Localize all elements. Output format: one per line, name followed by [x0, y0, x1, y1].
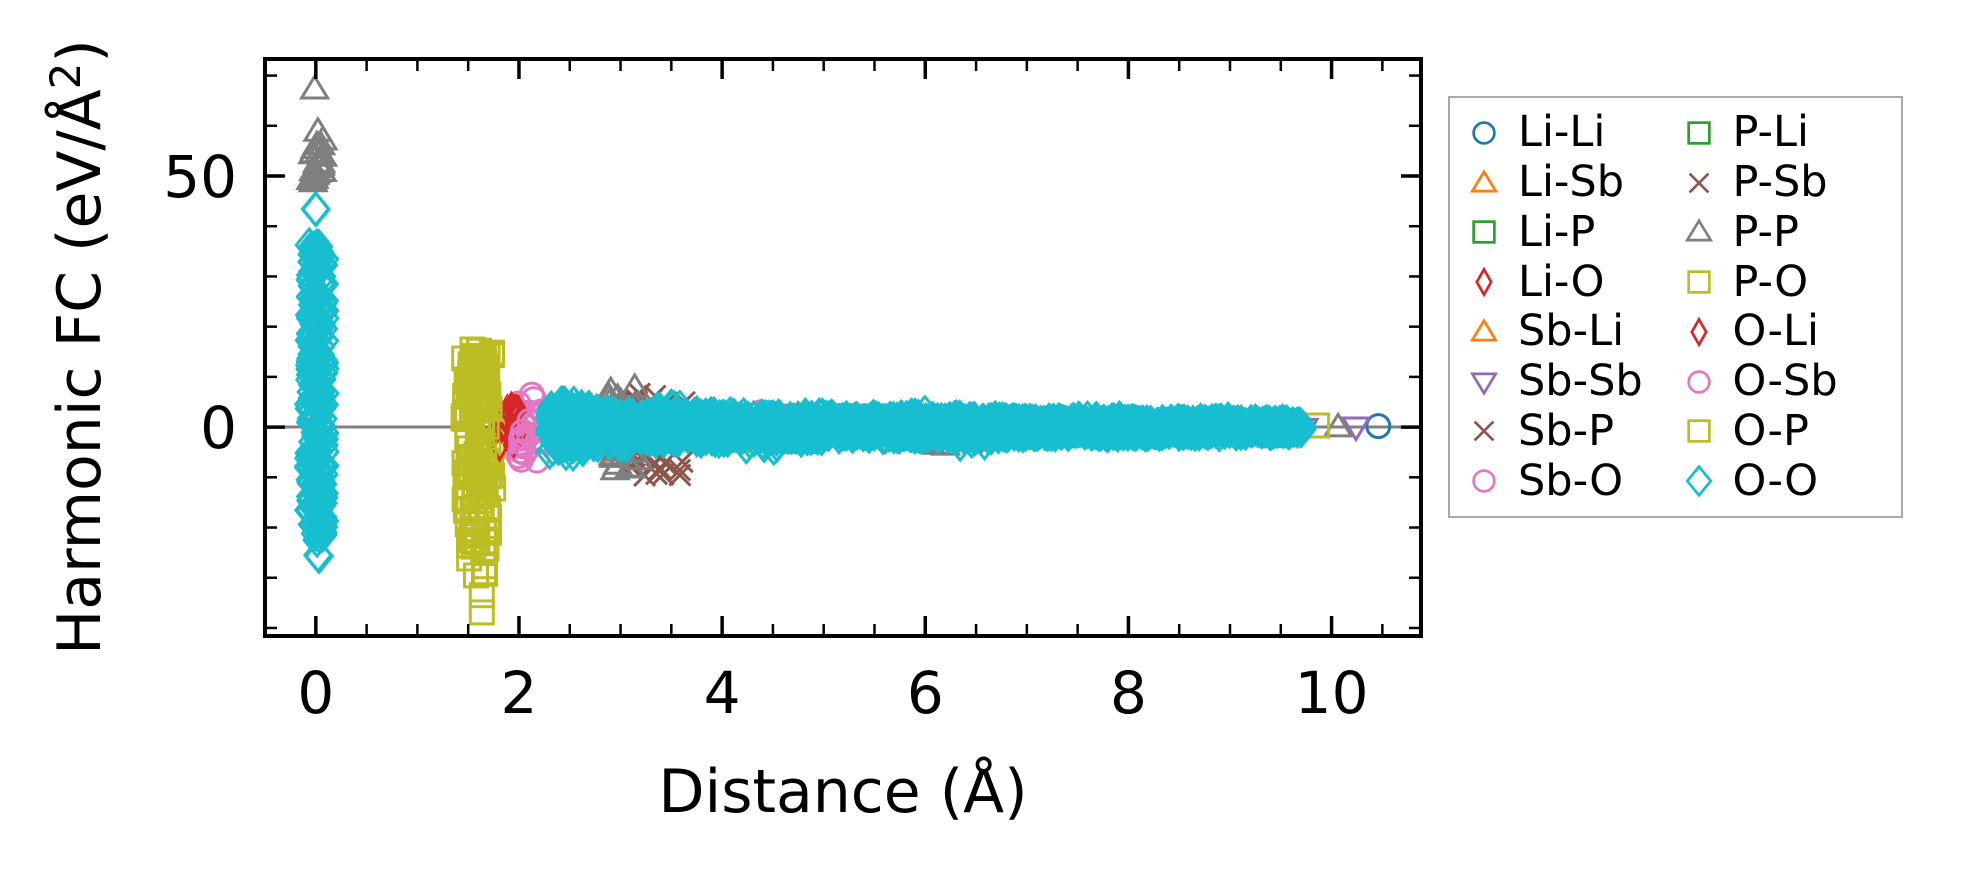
legend-item-P-Li: P-Li [1681, 108, 1896, 158]
legend-item-P-Sb: P-Sb [1681, 158, 1896, 208]
legend-item-Li-Li: Li-Li [1466, 108, 1681, 158]
x-tick-labels: 0 2 4 6 8 10 [297, 659, 1368, 727]
square-marker-icon [1686, 419, 1711, 444]
diamond-marker-icon [1685, 465, 1712, 497]
legend-item-Li-P: Li-P [1466, 208, 1681, 258]
legend-label: P-O [1733, 260, 1809, 304]
circle-marker-icon [1686, 369, 1711, 394]
legend-label: Sb-Li [1518, 310, 1624, 353]
x-tick-label: 0 [297, 659, 334, 727]
legend-item-Sb-P: Sb-P [1466, 407, 1681, 457]
legend-label: P-Sb [1733, 161, 1828, 204]
legend-label: O-O [1733, 459, 1819, 503]
series-O-O [294, 191, 1318, 574]
legend-label: P-Li [1733, 111, 1809, 154]
x-marker-icon [1687, 171, 1710, 194]
y-tick-labels: 0 50 [163, 143, 237, 462]
legend-item-P-O: P-O [1681, 257, 1896, 307]
circle-marker-icon [1472, 121, 1496, 145]
legend-item-P-P: P-P [1681, 208, 1896, 258]
legend-item-Sb-O: Sb-O [1466, 456, 1681, 506]
x-tick-label: 8 [1110, 659, 1147, 727]
legend-item-O-Sb: O-Sb [1681, 357, 1896, 407]
x-tick-label: 4 [704, 659, 741, 727]
triangle-up-marker-icon [1470, 319, 1498, 342]
legend-label: O-P [1733, 409, 1810, 453]
y-axis-label: Harmonic FC (eV/Å2) [41, 39, 115, 655]
legend-item-Li-Sb: Li-Sb [1466, 158, 1681, 208]
legend-label: Sb-Sb [1518, 360, 1643, 403]
legend-item-O-O: O-O [1681, 456, 1896, 506]
x-tick-label: 2 [501, 659, 538, 727]
circle-marker-icon [1472, 469, 1496, 493]
legend-label: P-P [1733, 210, 1799, 254]
square-marker-icon [1686, 270, 1711, 294]
legend-item-Sb-Sb: Sb-Sb [1466, 357, 1681, 407]
y-tick-label: 0 [200, 394, 237, 462]
triangle-up-marker-icon [1470, 170, 1498, 193]
legend-item-O-Li: O-Li [1681, 307, 1896, 357]
axis-ticks [263, 59, 1421, 636]
x-axis-label: Distance (Å) [658, 756, 1027, 827]
legend-label: O-Sb [1733, 360, 1838, 403]
data-points-layer [294, 75, 1392, 626]
legend-item-O-P: O-P [1681, 407, 1896, 457]
square-marker-icon [1686, 121, 1711, 145]
plot-frame [263, 57, 1423, 638]
legend-item-Li-O: Li-O [1466, 257, 1681, 307]
legend-label: Sb-P [1518, 409, 1614, 453]
thin-diamond-marker-icon [1689, 317, 1708, 346]
legend-label: Li-P [1518, 210, 1595, 254]
triangle-down-marker-icon [1470, 372, 1498, 395]
triangle-up-marker-icon [1685, 219, 1712, 242]
y-tick-label: 50 [163, 143, 237, 211]
legend-label: Li-Sb [1518, 161, 1624, 204]
x-tick-label: 6 [907, 659, 944, 727]
legend-label: Sb-O [1518, 459, 1623, 503]
x-marker-icon [1473, 420, 1495, 443]
legend-item-Sb-Li: Sb-Li [1466, 307, 1681, 357]
series-P-O [450, 336, 1331, 626]
thin-diamond-marker-icon [1475, 268, 1493, 297]
legend-label: Li-Li [1518, 111, 1605, 154]
square-marker-icon [1472, 220, 1496, 245]
legend-label: Li-O [1518, 260, 1604, 304]
x-tick-label: 10 [1295, 659, 1369, 727]
legend-box: Li-Li Li-Sb Li-P Li-O Sb-Li Sb-Sb Sb-P Sb-O P-Li… [1448, 96, 1903, 518]
legend-label: O-Li [1733, 310, 1819, 353]
